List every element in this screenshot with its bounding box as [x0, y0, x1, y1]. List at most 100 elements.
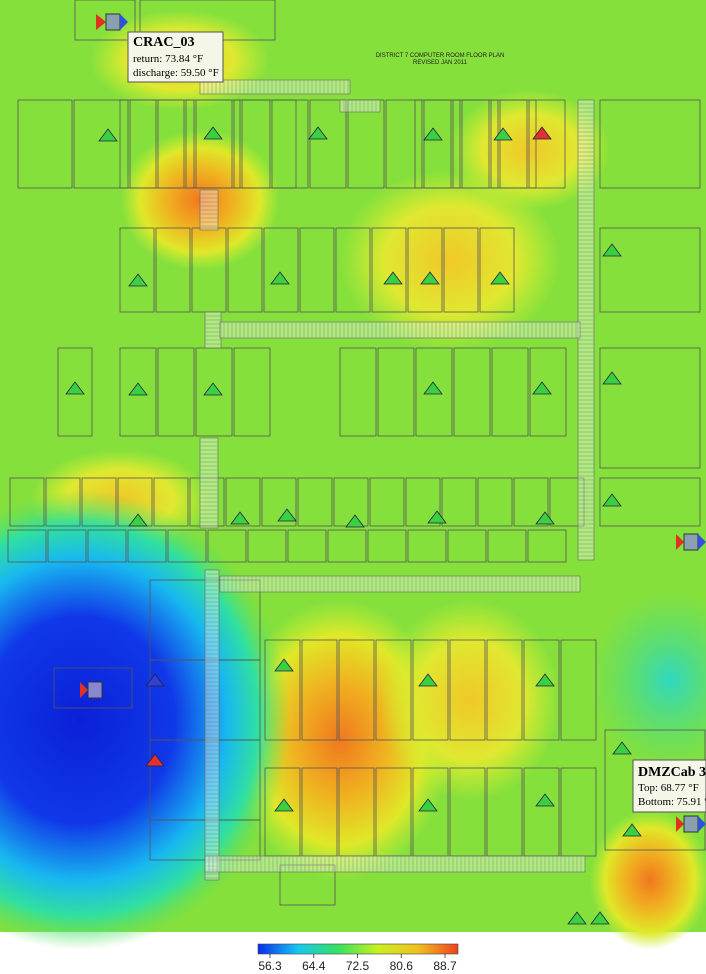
- rack: [549, 477, 585, 527]
- rack: [309, 99, 347, 189]
- rack: [377, 347, 415, 437]
- rack: [207, 529, 247, 563]
- cable-tray: [577, 99, 595, 561]
- tooltip-title: DMZCab 3: [638, 765, 706, 780]
- cable-tray: [199, 437, 219, 529]
- rack-sensor: [128, 513, 148, 527]
- rack: [491, 347, 529, 437]
- rack-sensor: [602, 493, 622, 507]
- rack: [301, 639, 338, 741]
- tooltip-line: return: 73.84 °F: [133, 53, 203, 65]
- rack-sensor: [203, 382, 223, 396]
- tooltip-title: CRAC_03: [133, 35, 194, 50]
- rack: [338, 639, 375, 741]
- rack: [479, 227, 515, 313]
- rack: [227, 227, 263, 313]
- tooltip-line: discharge: 59.50 °F: [133, 67, 219, 79]
- room-outline: [599, 347, 701, 469]
- rack: [17, 99, 73, 189]
- rack: [233, 347, 271, 437]
- rack-sensor: [602, 243, 622, 257]
- rack: [327, 529, 367, 563]
- cable-tray: [204, 311, 222, 349]
- rack-sensor: [418, 673, 438, 687]
- rack: [57, 347, 93, 437]
- rack: [513, 477, 549, 527]
- rack: [452, 99, 490, 189]
- rack: [335, 227, 371, 313]
- rack: [527, 529, 567, 563]
- rack: [412, 639, 449, 741]
- rack-sensor: [612, 741, 632, 755]
- rack: [523, 639, 560, 741]
- color-tick-label: 72.5: [346, 959, 370, 973]
- tooltip-line: Bottom: 75.91 °F: [638, 796, 706, 808]
- rack: [443, 227, 479, 313]
- rack-sensor: [65, 381, 85, 395]
- rack: [225, 477, 261, 527]
- rack: [415, 347, 453, 437]
- rack: [385, 99, 423, 189]
- rack: [449, 639, 486, 741]
- rack: [87, 529, 127, 563]
- rack: [119, 347, 157, 437]
- rack-sensor: [590, 911, 610, 925]
- plan-title: DISTRICT 7 COMPUTER ROOM FLOOR PLAN: [376, 53, 505, 59]
- rack: [369, 477, 405, 527]
- rack: [486, 639, 523, 741]
- room-outline: [53, 667, 133, 709]
- rack-sensor: [622, 823, 642, 837]
- tooltip: DMZCab 3 Top: 68.77 °F Bottom: 75.91 °F: [632, 759, 706, 813]
- color-tick-label: 64.4: [302, 959, 326, 973]
- rack: [405, 477, 441, 527]
- rack-sensor: [567, 911, 587, 925]
- rack: [447, 529, 487, 563]
- color-tick-label: 80.6: [390, 959, 414, 973]
- rack: [167, 529, 207, 563]
- rack: [7, 529, 47, 563]
- rack: [47, 529, 87, 563]
- rack: [490, 99, 528, 189]
- rack: [247, 529, 287, 563]
- rack-layout: [7, 0, 706, 925]
- rack: [157, 347, 195, 437]
- rack: [529, 347, 567, 437]
- rack-sensor: [128, 273, 148, 287]
- rack: [407, 227, 443, 313]
- rack-sensor: [602, 371, 622, 385]
- room-outline: [279, 864, 336, 906]
- room-outline: [599, 227, 701, 313]
- rack: [528, 99, 566, 189]
- rack: [81, 477, 117, 527]
- rack-sensor: [532, 381, 552, 395]
- rack: [264, 639, 301, 741]
- rack: [477, 477, 513, 527]
- rack-sensor: [308, 126, 328, 140]
- rack-sensor: [420, 271, 440, 285]
- rack-sensor: [274, 798, 294, 812]
- rack: [487, 529, 527, 563]
- rack-sensor: [535, 673, 555, 687]
- color-tick-label: 88.7: [433, 959, 457, 973]
- cable-tray: [199, 79, 351, 95]
- color-bar: [257, 943, 459, 955]
- rack: [367, 529, 407, 563]
- rack-sensor: [490, 271, 510, 285]
- rack-sensor: [427, 510, 447, 524]
- rack: [119, 227, 155, 313]
- rack-sensor: [535, 793, 555, 807]
- plan-subtitle: REVISED JAN 2011: [413, 60, 468, 66]
- rack: [233, 99, 271, 189]
- rack: [73, 99, 129, 189]
- rack-sensor: [532, 126, 552, 140]
- rack: [195, 99, 233, 189]
- color-scale: 56.3 64.4 72.5 80.6 88.7: [257, 943, 459, 973]
- rack-sensor: [98, 128, 118, 142]
- rack: [127, 529, 167, 563]
- rack-sensor: [423, 381, 443, 395]
- rack: [441, 477, 477, 527]
- rack: [45, 477, 81, 527]
- crac-icons: [80, 13, 706, 833]
- rack: [129, 99, 185, 189]
- rack: [407, 529, 447, 563]
